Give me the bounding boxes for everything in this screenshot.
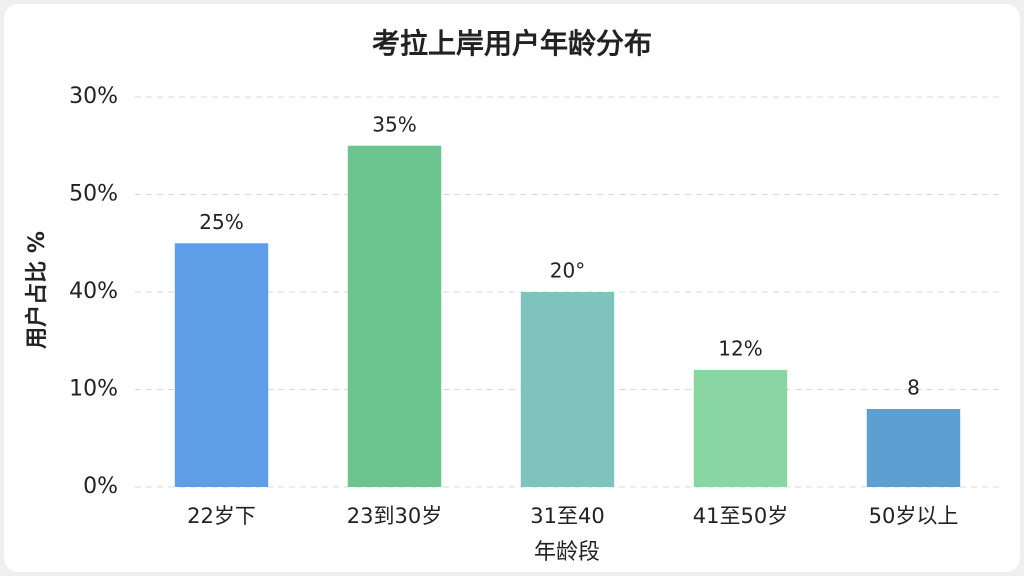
x-axis-title: 年龄段 xyxy=(534,540,600,565)
data-label: 25% xyxy=(199,210,243,234)
x-tick-label: 23到30岁 xyxy=(347,504,442,528)
x-tick-label: 31至40 xyxy=(530,504,604,528)
chart-title: 考拉上岸用户年龄分布 xyxy=(372,27,652,60)
data-label: 35% xyxy=(372,112,416,136)
y-tick-label: 50% xyxy=(69,182,118,207)
x-tick-label: 22岁下 xyxy=(187,504,256,528)
bar xyxy=(347,145,442,487)
y-tick-label: 10% xyxy=(69,377,118,402)
x-tick-label: 50岁以上 xyxy=(869,504,959,528)
data-label: 12% xyxy=(718,337,762,361)
y-axis-title: 用户占比 % xyxy=(24,231,50,349)
bar xyxy=(174,243,269,487)
bar xyxy=(520,292,615,487)
bar xyxy=(866,409,961,487)
data-label: 8 xyxy=(907,376,920,400)
y-tick-label: 0% xyxy=(83,474,118,499)
data-label: 20° xyxy=(550,259,585,283)
bar xyxy=(693,370,788,487)
y-tick-label: 40% xyxy=(69,279,118,304)
x-tick-label: 41至50岁 xyxy=(693,504,788,528)
y-tick-label: 30% xyxy=(69,84,118,109)
